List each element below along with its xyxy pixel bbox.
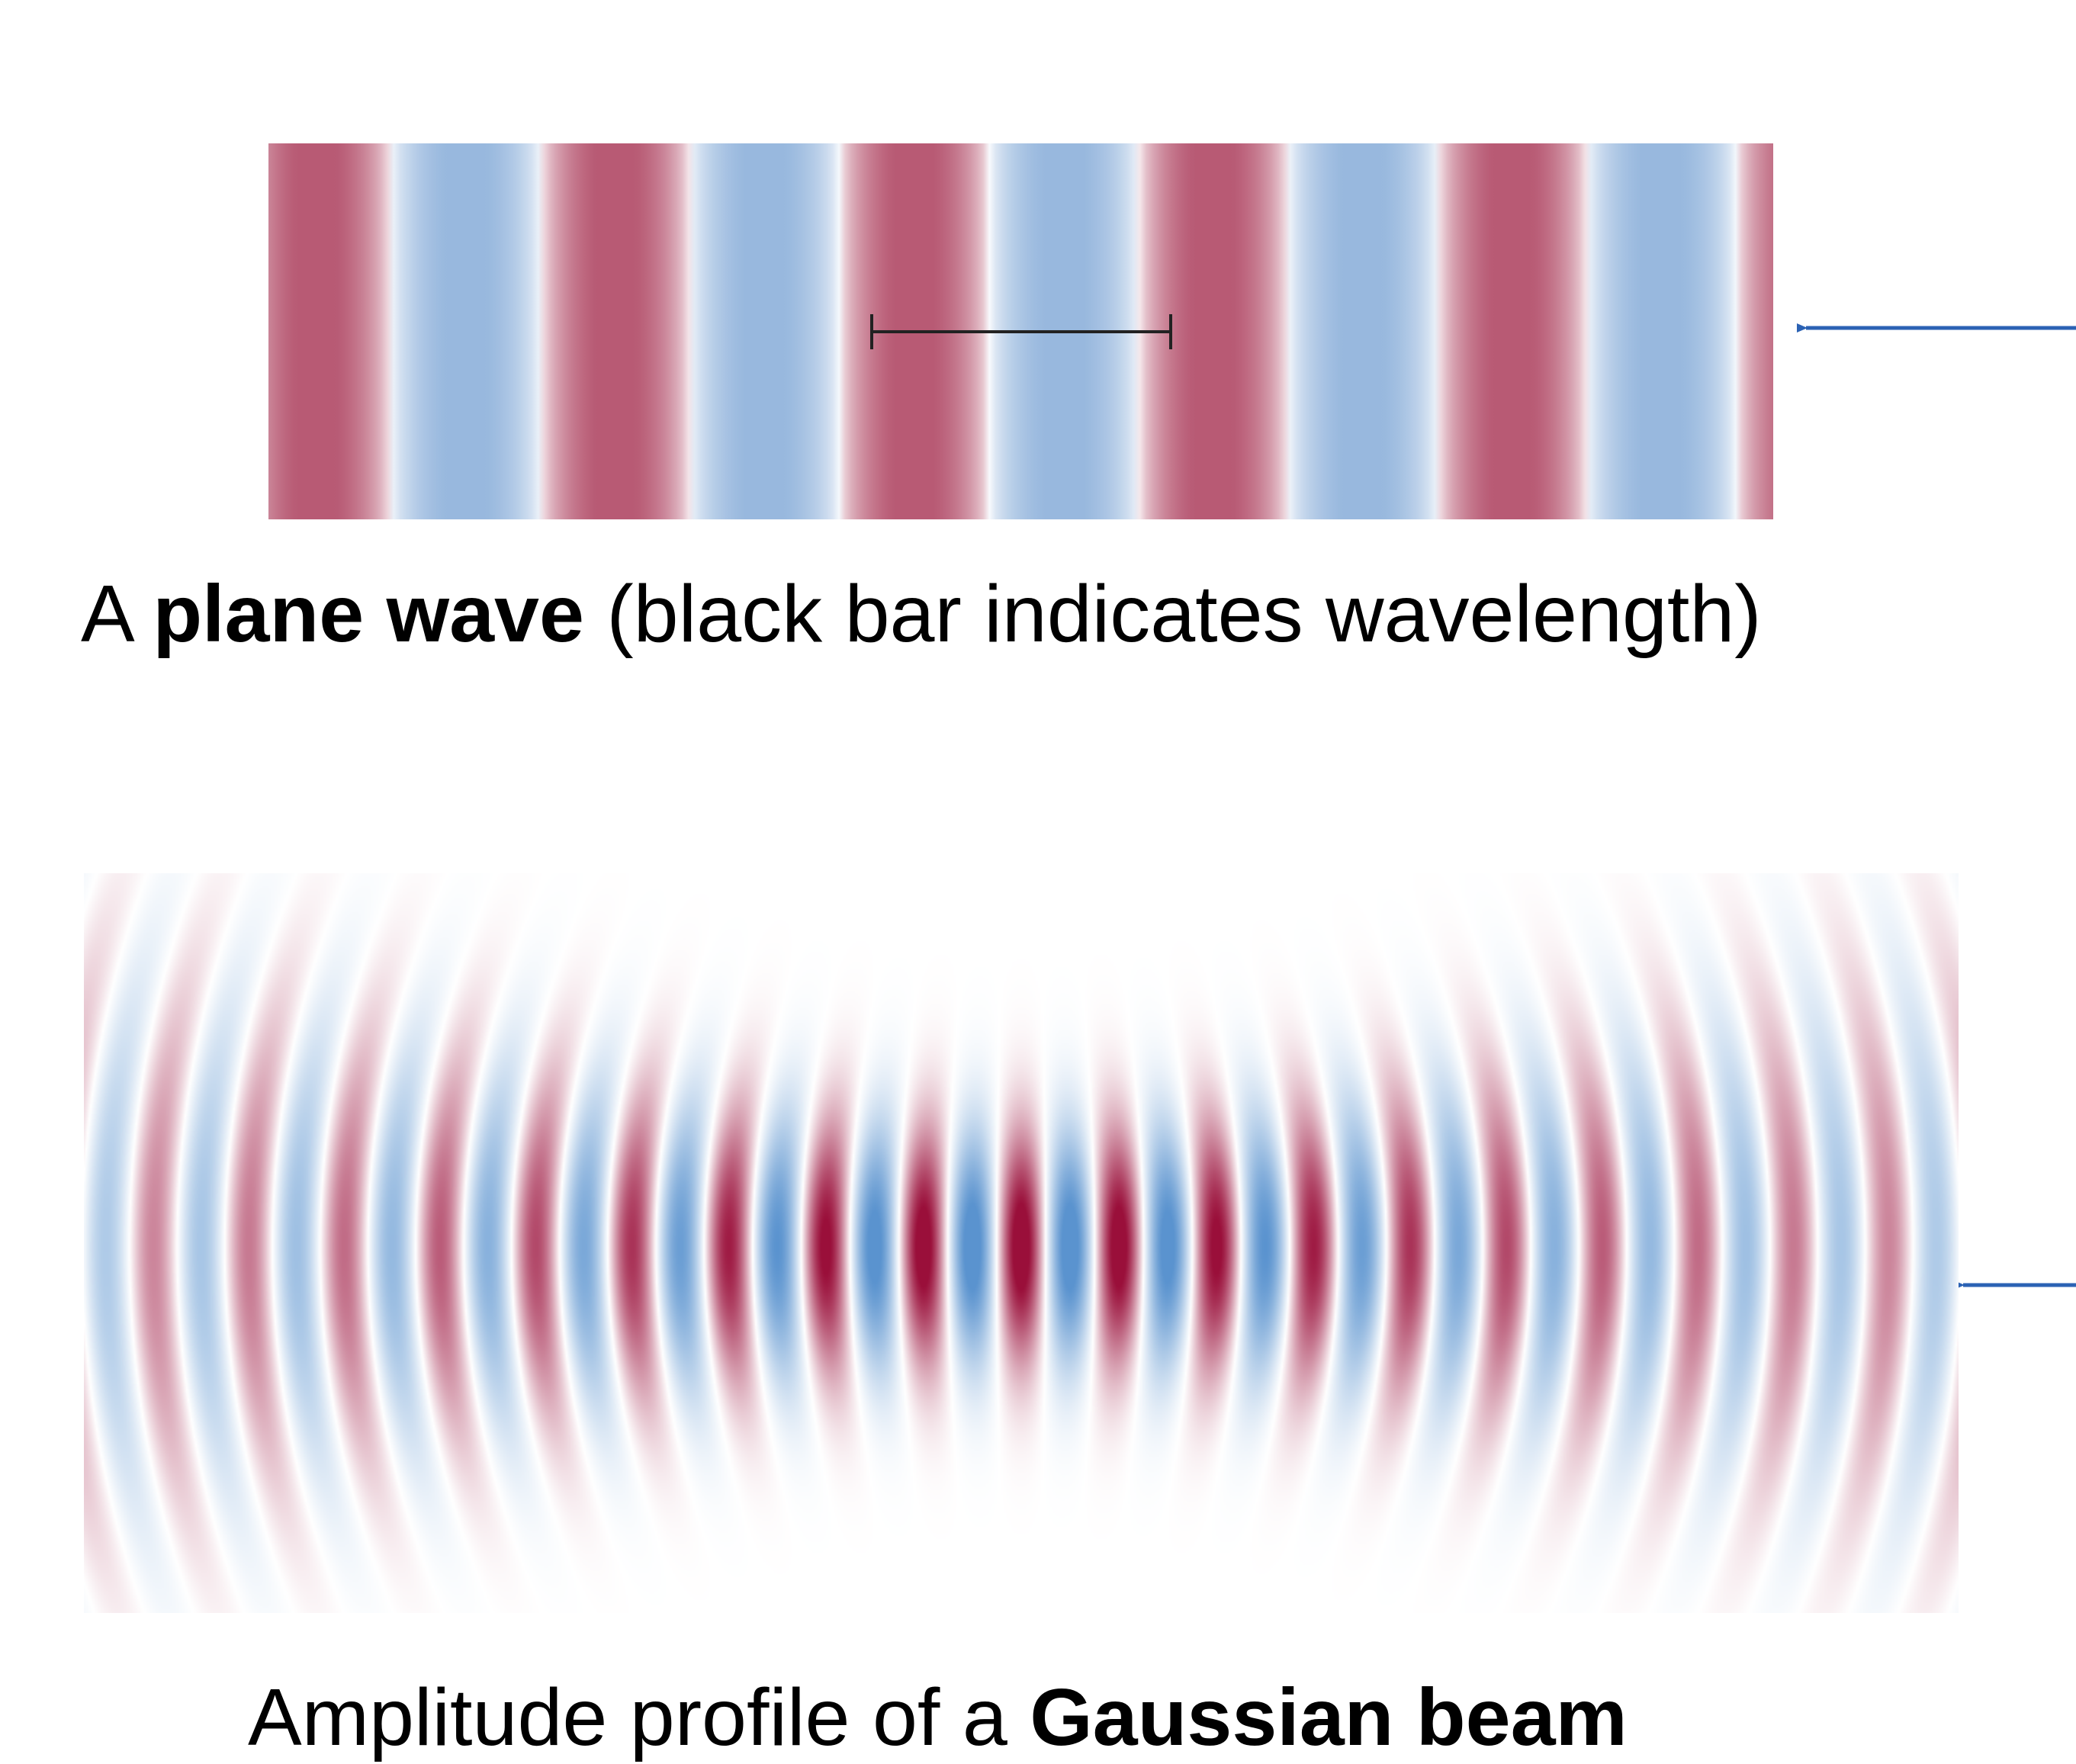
wavelength-bar bbox=[870, 314, 1172, 349]
plane-wave-caption-suffix: (black bar indicates wavelength) bbox=[583, 569, 1762, 659]
gaussian-beam-caption-prefix: Amplitude profile of a bbox=[248, 1672, 1030, 1762]
plane-wave-caption: A plane wave (black bar indicates wavele… bbox=[81, 574, 1762, 654]
plane-wave-caption-prefix: A bbox=[81, 569, 153, 659]
plane-wave-caption-bold: plane wave bbox=[153, 569, 584, 659]
gaussian-beam-caption-bold: Gaussian beam bbox=[1030, 1672, 1628, 1762]
gaussian-beam-caption: Amplitude profile of a Gaussian beam bbox=[248, 1677, 1628, 1758]
gaussian-beam-panel bbox=[84, 873, 1959, 1613]
